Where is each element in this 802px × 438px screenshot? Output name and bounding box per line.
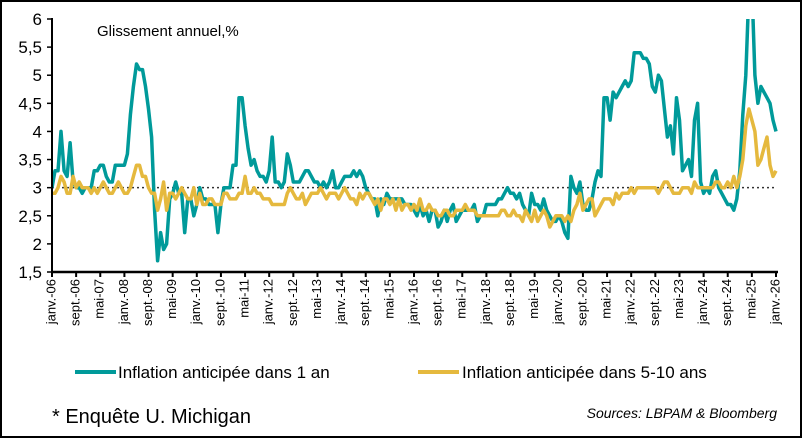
x-tick-label: sept.-08 bbox=[140, 279, 155, 326]
y-tick-label: 4 bbox=[33, 122, 42, 141]
series-line-5-10ans bbox=[52, 107, 778, 229]
x-tick-label: mai-13 bbox=[309, 279, 324, 319]
x-tick-label: sept.-18 bbox=[502, 279, 517, 326]
x-tick-label: janv.-12 bbox=[261, 279, 276, 325]
x-tick-label: mai-15 bbox=[381, 279, 396, 319]
x-tick-label: sept.-06 bbox=[68, 279, 83, 326]
x-tick-label: sept.-10 bbox=[212, 279, 227, 326]
series-lines bbox=[52, 19, 778, 263]
x-tick-label: mai-19 bbox=[526, 279, 541, 319]
x-tick-label: mai-07 bbox=[92, 279, 107, 319]
x-tick-label: janv.-08 bbox=[116, 279, 131, 325]
x-tick-label: mai-25 bbox=[743, 279, 758, 319]
x-tick-label: janv.-20 bbox=[550, 279, 565, 325]
x-tick-label: mai-23 bbox=[671, 279, 686, 319]
y-tick-label: 5,5 bbox=[18, 38, 42, 57]
sources: Sources: LBPAM & Bloomberg bbox=[587, 405, 778, 421]
chart-title: Glissement annuel,% bbox=[97, 23, 239, 40]
x-tick-label: janv.-22 bbox=[623, 279, 638, 325]
x-tick-label: janv.-06 bbox=[43, 279, 58, 325]
y-tick-label: 4,5 bbox=[18, 94, 42, 113]
x-tick-label: mai-11 bbox=[237, 279, 252, 318]
y-tick-label: 3 bbox=[33, 179, 42, 198]
x-tick-label: sept.-12 bbox=[285, 279, 300, 326]
y-tick-label: 2,5 bbox=[18, 207, 42, 226]
y-tick-label: 3,5 bbox=[18, 151, 42, 170]
x-tick-label: sept.-14 bbox=[357, 279, 372, 326]
x-tick-label: janv.-10 bbox=[188, 279, 203, 325]
legend-label-1an: Inflation anticipée dans 1 an bbox=[118, 363, 330, 382]
x-tick-label: janv.-16 bbox=[405, 279, 420, 325]
x-tick-label: sept.-20 bbox=[574, 279, 589, 326]
x-tick-label: janv.-26 bbox=[767, 279, 782, 325]
x-tick-label: janv.-24 bbox=[695, 279, 710, 325]
y-tick-label: 5 bbox=[33, 66, 42, 85]
y-tick-label: 6 bbox=[33, 10, 42, 29]
legend-label-5-10ans: Inflation anticipée dans 5-10 ans bbox=[462, 363, 707, 382]
x-tick-label: sept.-24 bbox=[719, 279, 734, 326]
x-tick-label: sept.-16 bbox=[430, 279, 445, 326]
y-tick-label: 2 bbox=[33, 235, 42, 254]
y-axis: 1,5 2 2,5 3 3,5 4 4,5 5 5,5 6 bbox=[18, 10, 52, 282]
x-tick-label: janv.-14 bbox=[333, 279, 348, 325]
x-tick-label: mai-09 bbox=[164, 279, 179, 319]
legend: Inflation anticipée dans 1 an Inflation … bbox=[75, 363, 707, 382]
x-tick-label: mai-17 bbox=[454, 279, 469, 319]
y-tick-label: 1,5 bbox=[18, 263, 42, 282]
x-axis: janv.-06 sept.-06 mai-07 janv.-08 sept.-08 ma… bbox=[43, 272, 782, 326]
x-tick-label: mai-21 bbox=[599, 279, 614, 319]
x-tick-label: janv.-18 bbox=[478, 279, 493, 325]
x-tick-label: sept.-22 bbox=[647, 279, 662, 326]
footnote: * Enquête U. Michigan bbox=[52, 406, 251, 428]
